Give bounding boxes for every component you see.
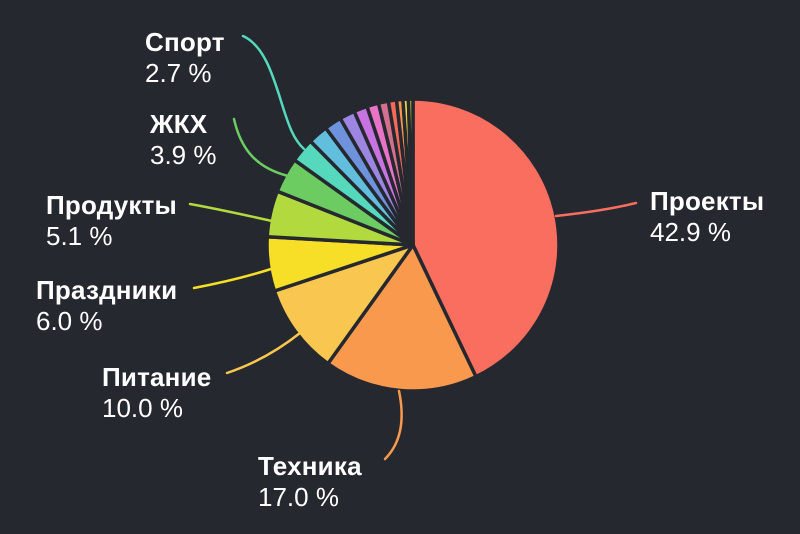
slice-label-sport: Спорт 2.7 % bbox=[145, 27, 225, 89]
slice-pct-tekhnika: 17.0 % bbox=[258, 482, 339, 512]
pie-slice-proekty bbox=[411, 97, 561, 379]
slice-label-tekhnika: Техника 17.0 % bbox=[258, 451, 362, 513]
leader-line-produkty bbox=[188, 202, 274, 223]
slice-label-proekty: Проекты 42.9 % bbox=[650, 186, 764, 248]
pie-slice-pitanie bbox=[272, 243, 415, 366]
leader-line-tekhnika bbox=[383, 389, 403, 461]
slice-pct-zhkh: 3.9 % bbox=[150, 140, 217, 170]
slice-pct-produkty: 5.1 % bbox=[46, 221, 113, 251]
slice-name-tekhnika: Техника bbox=[258, 451, 362, 481]
slice-pct-proekty: 42.9 % bbox=[650, 217, 731, 247]
slice-name-proekty: Проекты bbox=[650, 186, 765, 216]
slice-label-zhkh: ЖКХ 3.9 % bbox=[150, 109, 217, 171]
leader-line-sport bbox=[241, 34, 306, 151]
slice-name-pitanie: Питание bbox=[102, 362, 212, 392]
slice-name-zhkh: ЖКХ bbox=[150, 109, 208, 139]
slice-label-produkty: Продукты 5.1 % bbox=[46, 190, 177, 252]
slice-name-prazdniki: Праздники bbox=[36, 275, 178, 305]
slice-pct-sport: 2.7 % bbox=[145, 58, 212, 88]
slice-name-sport: Спорт bbox=[145, 27, 225, 57]
pie-slice-small-10 bbox=[406, 97, 415, 247]
leader-line-pitanie bbox=[225, 331, 302, 375]
leader-line-zhkh bbox=[232, 117, 290, 178]
leader-line-prazdniki bbox=[192, 267, 273, 290]
slice-name-produkty: Продукты bbox=[46, 190, 177, 220]
slice-label-pitanie: Питание 10.0 % bbox=[102, 362, 211, 424]
slice-pct-pitanie: 10.0 % bbox=[102, 393, 183, 423]
leader-line-proekty bbox=[554, 201, 638, 218]
slice-pct-prazdniki: 6.0 % bbox=[36, 306, 103, 336]
pie-slice-tekhnika bbox=[326, 243, 478, 393]
slice-label-prazdniki: Праздники 6.0 % bbox=[36, 275, 177, 337]
